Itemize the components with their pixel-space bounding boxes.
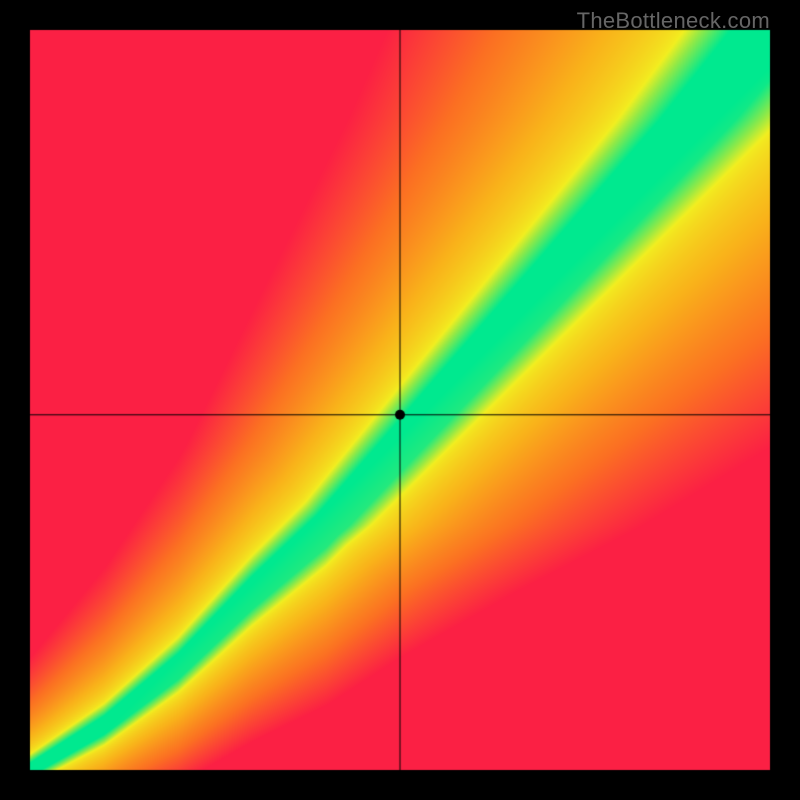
watermark-text: TheBottleneck.com: [577, 8, 770, 34]
bottleneck-heatmap: [0, 0, 800, 800]
